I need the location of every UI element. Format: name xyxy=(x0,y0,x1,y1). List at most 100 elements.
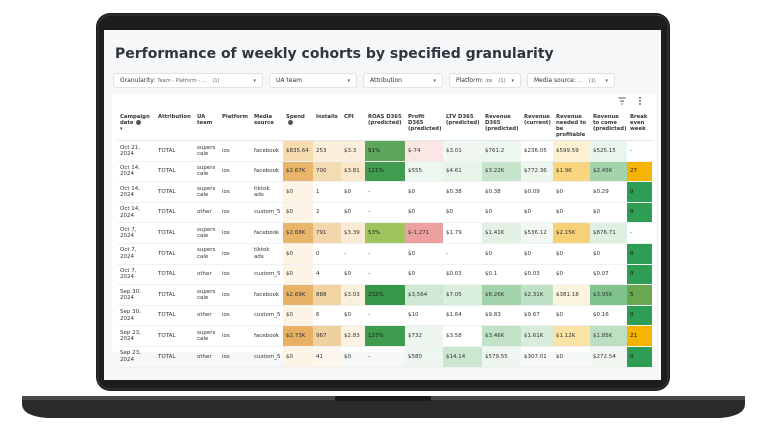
table-cell: $2.69K xyxy=(283,284,313,306)
table-cell: facebook xyxy=(251,161,283,183)
table-cell: $0 xyxy=(482,202,521,224)
table-cell: - xyxy=(365,202,405,224)
table-cell: $2.15K xyxy=(553,222,590,244)
table-cell: $3.81 xyxy=(341,161,365,183)
column-header[interactable]: Media source xyxy=(251,112,283,141)
table-cell: $0 xyxy=(341,181,365,203)
table-cell: 121% xyxy=(365,161,405,183)
table-cell: Oct 14, 2024 xyxy=(117,202,155,224)
table-cell: tiktok ads xyxy=(251,243,283,265)
table-cell: Oct 21, 2024 xyxy=(117,140,155,162)
column-header[interactable]: CPI xyxy=(341,112,365,141)
table-cell: 91% xyxy=(365,140,405,162)
table-cell: $0 xyxy=(553,305,590,327)
table-cell: ios xyxy=(219,284,251,306)
column-header[interactable]: Platform xyxy=(219,112,251,141)
table-row: Oct 7, 2024 TOTAL supers cale ios facebook $2… xyxy=(117,222,652,244)
column-header[interactable]: Revenue D365 (predicted) xyxy=(482,112,521,141)
table-cell: Oct 14, 2024 xyxy=(117,161,155,183)
table-cell: $2.45K xyxy=(590,161,627,183)
table-cell: $0 xyxy=(405,264,443,286)
column-header[interactable]: Break even week xyxy=(627,112,652,141)
table-cell: $876.71 xyxy=(590,222,627,244)
table-cell: $0 xyxy=(521,243,553,265)
table-cell: ios xyxy=(219,222,251,244)
table-cell: $2.83 xyxy=(341,325,365,347)
table-cell: $580 xyxy=(405,346,443,368)
filter-icon[interactable] xyxy=(618,97,626,105)
table-cell: Sep 30, 2024 xyxy=(117,284,155,306)
table-cell: $0 xyxy=(283,264,313,286)
table-cell: ios xyxy=(219,346,251,368)
filter-label: Granularity: xyxy=(120,77,156,84)
table-cell: 5 xyxy=(627,284,652,306)
table-cell: $3.22K xyxy=(482,161,521,183)
filter-dropdown[interactable]: Granularity: Team - Platform - ... (1) ▾ xyxy=(113,73,263,88)
table-row: Oct 14, 2024 TOTAL supers cale ios tiktok ad… xyxy=(117,181,652,203)
column-header[interactable]: Installs xyxy=(313,112,341,141)
table-cell: TOTAL xyxy=(155,243,194,265)
filter-count: (1) xyxy=(588,77,596,84)
dropdown-caret: ▾ xyxy=(347,77,350,84)
table-cell: $0 xyxy=(283,346,313,368)
filter-value: ... xyxy=(577,77,583,84)
table-cell: 967 xyxy=(313,325,341,347)
table-cell: $0.16 xyxy=(590,305,627,327)
table-cell: custom_5 xyxy=(251,202,283,224)
column-header-text: Platform xyxy=(222,114,248,120)
column-header[interactable]: LTV D365 (predicted) xyxy=(443,112,482,141)
filter-dropdown[interactable]: UA team ▾ xyxy=(269,73,357,88)
table-cell: $0 xyxy=(341,264,365,286)
filter-dropdown[interactable]: Media source:... (1) ▾ xyxy=(527,73,615,88)
column-header-text: CPI xyxy=(344,114,354,120)
column-header[interactable]: Revenue to come (predicted) xyxy=(590,112,627,141)
page-title: Performance of weekly cohorts by specifi… xyxy=(115,46,554,62)
column-header[interactable]: UA team xyxy=(194,112,219,141)
table-cell: $9.83 xyxy=(482,305,521,327)
column-header[interactable]: Revenue (current) xyxy=(521,112,553,141)
table-cell: $-74 xyxy=(405,140,443,162)
table-cell: 41 xyxy=(313,346,341,368)
table-cell: $0 xyxy=(553,202,590,224)
table-tools xyxy=(618,97,642,105)
column-header-text: Media source xyxy=(254,114,274,126)
bezel-edge xyxy=(97,14,669,390)
filter-bar: Granularity: Team - Platform - ... (1) ▾ UA … xyxy=(113,73,615,88)
table-cell: custom_5 xyxy=(251,264,283,286)
column-header[interactable]: Profit D365 (predicted) xyxy=(405,112,443,141)
screen: Performance of weekly cohorts by specifi… xyxy=(104,30,661,380)
table-cell: $7.05 xyxy=(443,284,482,306)
table-cell: 2 xyxy=(313,202,341,224)
column-header[interactable]: Spend xyxy=(283,112,313,141)
filter-dropdown[interactable]: Platform: ios (1) ▾ xyxy=(449,73,521,88)
filter-dropdown[interactable]: Attribution ▾ xyxy=(363,73,443,88)
column-header-text: LTV D365 (predicted) xyxy=(446,114,480,126)
table-cell: 0 xyxy=(627,346,652,368)
table-cell: 253 xyxy=(313,140,341,162)
table-cell: $1.79 xyxy=(443,222,482,244)
table-cell: $4.61 xyxy=(443,161,482,183)
table-cell: ios xyxy=(219,181,251,203)
column-header[interactable]: Attribution xyxy=(155,112,194,141)
more-icon[interactable] xyxy=(638,97,642,105)
column-header[interactable]: ROAS D365 (predicted) xyxy=(365,112,405,141)
table-cell: Oct 7, 2024 xyxy=(117,243,155,265)
table-cell: $0 xyxy=(553,243,590,265)
column-header-text: Campaign date xyxy=(120,114,150,126)
filter-label: Platform: xyxy=(456,77,484,84)
table-cell: $0 xyxy=(553,346,590,368)
table-cell: $525.15 xyxy=(590,140,627,162)
table-cell: $1.9K xyxy=(553,161,590,183)
table-cell: 4 xyxy=(313,264,341,286)
table-cell: custom_5 xyxy=(251,305,283,327)
column-header-text: Revenue (current) xyxy=(524,114,551,126)
column-header[interactable]: Revenue needed to be profitable xyxy=(553,112,590,141)
table-cell: 232% xyxy=(365,284,405,306)
column-header[interactable]: Campaign date ▾ xyxy=(117,112,155,141)
table-cell: TOTAL xyxy=(155,305,194,327)
table-card: Campaign date ▾ Attribution UA team Platform… xyxy=(112,94,656,368)
filter-label: Attribution xyxy=(370,77,402,84)
table-cell: ios xyxy=(219,325,251,347)
table-cell: $0 xyxy=(283,202,313,224)
